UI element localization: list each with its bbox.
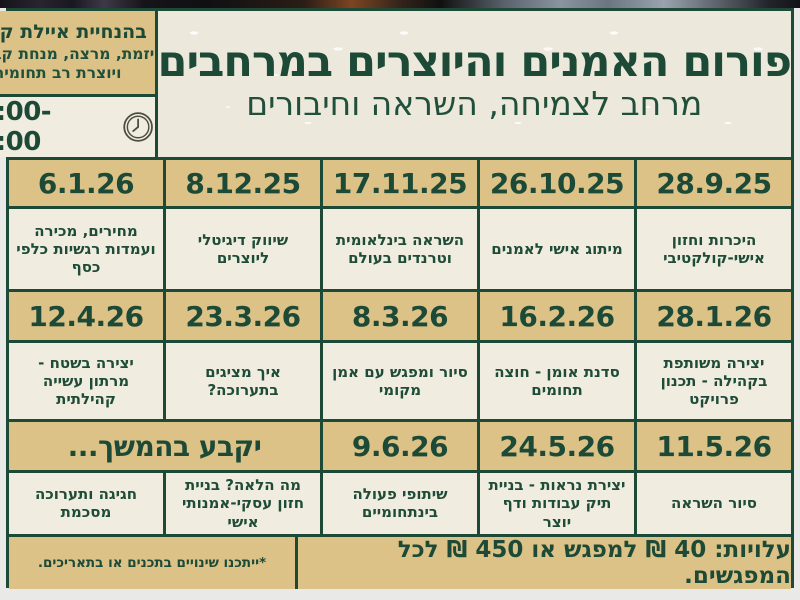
session-date: 17.11.25 (323, 160, 477, 206)
session-topic: שיווק דיגיטלי ליוצרים (166, 209, 320, 289)
session-date: 11.5.26 (637, 422, 791, 470)
session-topic: מיתוג אישי לאמנים (480, 209, 634, 289)
poster-footer: עלויות: 40 ₪ למפגש או 450 ₪ לכל המפגשים.… (9, 533, 791, 589)
top-photo-strip (0, 0, 800, 8)
session-date: 8.12.25 (166, 160, 320, 206)
presenter-box: בהנחיית איילת קסיס יזמת, מרצה, מנחת קבוצ… (0, 11, 158, 157)
session-date: 16.2.26 (480, 292, 634, 340)
presenter-role-line2: ויוצרת רב תחומית (0, 64, 122, 83)
session-topic: סדנת אומן - חוצה תחומים (480, 343, 634, 419)
presenter-role-line1: יזמת, מרצה, מנחת קבוצות (0, 45, 155, 63)
session-topic: היכרות וחזון אישי-קולקטיבי (637, 209, 791, 289)
session-date: 28.9.25 (637, 160, 791, 206)
forum-schedule-poster: פורום האמנים והיוצרים במרחבים מרחב לצמיח… (0, 8, 794, 589)
session-date: 28.1.26 (637, 292, 791, 340)
presenter-info: בהנחיית איילת קסיס יזמת, מרצה, מנחת קבוצ… (0, 11, 155, 94)
session-time: 09:00-13:00 (0, 97, 52, 157)
session-topic: איך מציגים בתערוכה? (166, 343, 320, 419)
session-date: 9.6.26 (323, 422, 477, 470)
schedule-grid: 28.9.25 26.10.25 17.11.25 8.12.25 6.1.26… (9, 160, 791, 534)
session-date: 24.5.26 (480, 422, 634, 470)
session-topic: סיור השראה (637, 473, 791, 534)
session-date: 6.1.26 (9, 160, 163, 206)
poster-header: פורום האמנים והיוצרים במרחבים מרחב לצמיח… (0, 11, 792, 160)
session-date: 26.10.25 (480, 160, 634, 206)
session-topic-tbd: מה הלאה? בניית חזון עסקי-אמנותי אישי (166, 473, 320, 534)
session-date: 8.3.26 (323, 292, 477, 340)
session-topic: יצירה משותפת בקהילה - תכנון פרויקט (637, 343, 791, 419)
session-date: 12.4.26 (9, 292, 163, 340)
page-subtitle: מרחב לצמיחה, השראה וחיבורים (246, 83, 703, 123)
page-title: פורום האמנים והיוצרים במרחבים (157, 37, 792, 88)
clock-icon (123, 112, 154, 142)
session-topic: מחירים, מכירה ועמדות רגשיות כלפי כסף (9, 209, 163, 289)
presenter-name: בהנחיית איילת קסיס (0, 21, 147, 43)
title-area: פורום האמנים והיוצרים במרחבים מרחב לצמיח… (157, 11, 792, 157)
session-time-row: 09:00-13:00 (0, 94, 155, 157)
session-topic: שיתופי פעולה בינתחומיים (323, 473, 477, 534)
session-topic: סיור ומפגש עם אמן מקומי (323, 343, 477, 419)
changes-note: *ייתכנו שינויים בתכנים או בתאריכים. (9, 536, 295, 589)
session-topic-tbd: חגיגה ותערוכה מסכמת (9, 473, 163, 534)
session-date-tbd: יקבע בהמשך... (9, 422, 320, 470)
session-topic: יצירה בשטח - מרתון עשייה קהילתית (9, 343, 163, 419)
session-topic: השראה בינלאומית וטרנדים בעולם (323, 209, 477, 289)
session-date: 23.3.26 (166, 292, 320, 340)
cost-info: עלויות: 40 ₪ למפגש או 450 ₪ לכל המפגשים. (298, 536, 791, 589)
session-topic: יצירת נראות - בניית תיק עבודות ודף יוצר (480, 473, 634, 534)
